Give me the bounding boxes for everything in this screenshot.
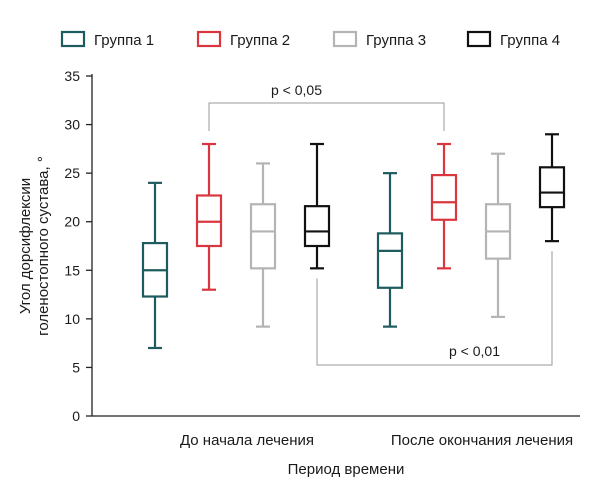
y-tick-label: 5	[72, 359, 80, 375]
legend-swatch	[332, 30, 358, 48]
x-axis-title: Период времени	[288, 461, 405, 478]
box-iqr	[249, 203, 277, 270]
box-4-2	[538, 133, 566, 243]
box-1-1	[141, 181, 169, 350]
y-axis-title-line: Угол дорсифлексии	[17, 178, 34, 314]
y-tick-label: 0	[72, 408, 80, 424]
legend-label: Группа 1	[94, 32, 154, 49]
y-axis-title: Угол дорсифлексииголеностопного сустава,…	[17, 156, 52, 336]
y-tick-label: 20	[64, 214, 80, 230]
annotation-p-005: p < 0,05	[271, 82, 322, 98]
legend-item: Группа 2	[196, 30, 290, 49]
legend-item: Группа 3	[332, 30, 426, 49]
bracket-bottom	[316, 251, 553, 366]
x-category-label: До начала лечения	[180, 432, 314, 449]
legend-label: Группа 2	[230, 32, 290, 49]
box-2-2	[430, 142, 458, 270]
y-tick-label: 35	[64, 68, 80, 84]
box-iqr	[538, 166, 566, 209]
y-axis-title-line: голеностопного сустава, °	[35, 156, 52, 336]
box-iqr	[303, 205, 331, 248]
box-4-1	[303, 142, 331, 270]
legend-label: Группа 3	[366, 32, 426, 49]
box-2-1	[195, 142, 223, 291]
boxes	[141, 133, 566, 350]
y-tick-label: 10	[64, 311, 80, 327]
box-3-2	[484, 152, 512, 319]
x-category-label: После окончания лечения	[391, 432, 573, 449]
annotation-p-001: p < 0,01	[449, 343, 500, 359]
legend-label: Группа 4	[500, 32, 560, 49]
annotations: p < 0,05 p < 0,01	[208, 82, 553, 366]
box-iqr	[376, 232, 404, 289]
legend-swatch	[466, 30, 492, 48]
y-tick-label: 25	[64, 165, 80, 181]
legend-item: Группа 4	[466, 30, 560, 49]
y-tick-label: 30	[64, 117, 80, 133]
legend-swatch	[60, 30, 86, 48]
legend-item: Группа 1	[60, 30, 154, 49]
box-iqr	[430, 173, 458, 221]
axes: 0 5 10 15 20 25 30 35 До начала лечения После око…	[17, 68, 580, 478]
legend: Группа 1 Группа 2 Группа 3 Группа 4	[60, 30, 560, 49]
legend-swatch	[196, 30, 222, 48]
box-1-2	[376, 172, 404, 328]
box-3-1	[249, 162, 277, 328]
y-tick-label: 15	[64, 262, 80, 278]
bracket-top	[208, 102, 445, 131]
